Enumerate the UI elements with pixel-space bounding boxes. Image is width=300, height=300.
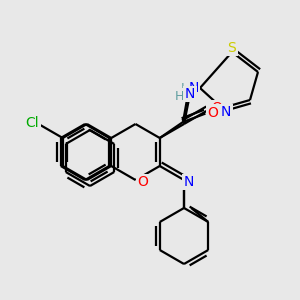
Text: H: H xyxy=(174,89,184,103)
Text: Cl: Cl xyxy=(26,116,39,130)
Text: N: N xyxy=(188,81,199,95)
Text: O: O xyxy=(137,175,148,189)
Text: N: N xyxy=(185,87,195,101)
Text: S: S xyxy=(228,41,236,55)
Text: N: N xyxy=(184,175,194,189)
Text: O: O xyxy=(207,106,218,120)
Text: O: O xyxy=(211,101,222,115)
Text: H: H xyxy=(181,82,190,94)
Text: N: N xyxy=(221,105,231,119)
